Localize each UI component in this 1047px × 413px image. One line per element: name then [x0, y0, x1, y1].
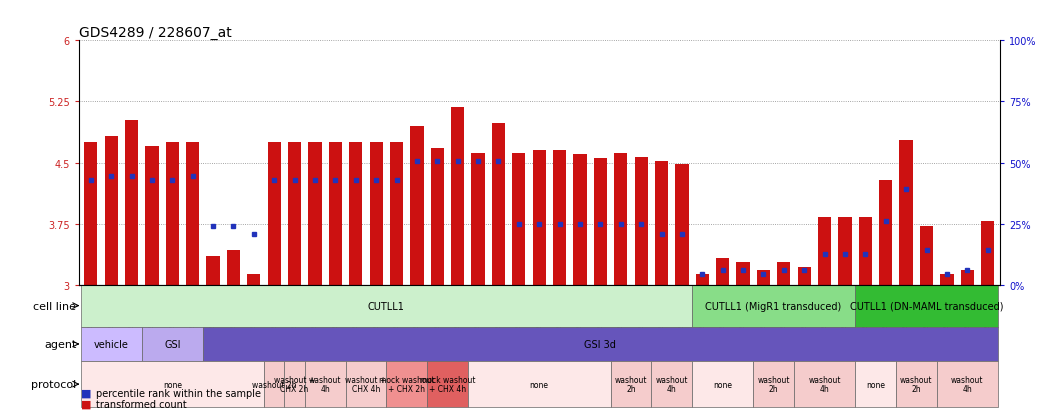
Bar	[634, 157, 648, 285]
Bar	[247, 274, 261, 285]
Text: CUTLL1 (DN-MAML transduced): CUTLL1 (DN-MAML transduced)	[850, 301, 1003, 311]
Bar	[146, 147, 158, 285]
Bar	[264, 361, 285, 407]
Text: none: none	[713, 380, 732, 389]
Bar	[389, 143, 403, 285]
Bar	[920, 226, 933, 285]
Text: washout +
CHX 4h: washout + CHX 4h	[346, 375, 386, 393]
Bar	[165, 143, 179, 285]
Bar	[370, 143, 383, 285]
Bar	[675, 165, 689, 285]
Text: mock washout
+ CHX 2h: mock washout + CHX 2h	[379, 375, 435, 393]
Bar	[899, 140, 913, 285]
Bar	[512, 153, 526, 285]
Text: washout
2h: washout 2h	[900, 375, 933, 393]
Bar	[268, 143, 281, 285]
Bar	[794, 361, 855, 407]
Bar	[777, 262, 790, 285]
Bar	[594, 159, 607, 285]
Bar	[651, 361, 692, 407]
Bar	[186, 143, 199, 285]
Bar	[855, 285, 998, 327]
Bar	[84, 143, 97, 285]
Bar	[427, 361, 468, 407]
Bar	[695, 274, 709, 285]
Text: percentile rank within the sample: percentile rank within the sample	[96, 388, 262, 398]
Bar	[468, 361, 610, 407]
Bar	[288, 143, 302, 285]
Text: washout +
CHX 2h: washout + CHX 2h	[274, 375, 315, 393]
Text: mock washout
+ CHX 4h: mock washout + CHX 4h	[420, 375, 475, 393]
Bar	[692, 285, 855, 327]
Text: none: none	[530, 380, 549, 389]
Bar	[716, 258, 730, 285]
Bar	[141, 327, 203, 361]
Bar	[879, 181, 892, 285]
Bar	[757, 271, 770, 285]
Bar	[961, 271, 974, 285]
Bar	[981, 222, 995, 285]
Bar	[81, 327, 141, 361]
Bar	[451, 108, 464, 285]
Text: washout 2h: washout 2h	[252, 380, 296, 389]
Text: CUTLL1: CUTLL1	[367, 301, 405, 311]
Bar	[615, 153, 627, 285]
Bar	[349, 143, 362, 285]
Bar	[329, 143, 342, 285]
Bar	[285, 361, 305, 407]
Text: transformed count: transformed count	[96, 399, 187, 409]
Text: none: none	[162, 380, 182, 389]
Bar	[839, 218, 851, 285]
Bar	[81, 361, 264, 407]
Bar	[471, 153, 485, 285]
Text: washout
4h: washout 4h	[655, 375, 688, 393]
Text: GSI: GSI	[164, 339, 180, 349]
Bar	[305, 361, 346, 407]
Bar	[105, 137, 117, 285]
Bar	[492, 124, 505, 285]
Text: cell line: cell line	[34, 301, 76, 311]
Bar	[346, 361, 386, 407]
Text: vehicle: vehicle	[93, 339, 129, 349]
Text: ■: ■	[81, 388, 91, 398]
Text: washout
4h: washout 4h	[951, 375, 983, 393]
Bar	[859, 218, 872, 285]
Bar	[855, 361, 896, 407]
Text: GSI 3d: GSI 3d	[584, 339, 617, 349]
Text: protocol: protocol	[31, 379, 76, 389]
Text: CUTLL1 (MigR1 transduced): CUTLL1 (MigR1 transduced)	[706, 301, 842, 311]
Bar	[896, 361, 937, 407]
Text: washout
4h: washout 4h	[309, 375, 341, 393]
Bar	[203, 327, 998, 361]
Bar	[654, 161, 668, 285]
Bar	[818, 218, 831, 285]
Bar	[753, 361, 794, 407]
Bar	[533, 151, 545, 285]
Bar	[937, 361, 998, 407]
Bar	[227, 251, 240, 285]
Bar	[430, 149, 444, 285]
Text: washout
4h: washout 4h	[808, 375, 841, 393]
Text: none: none	[866, 380, 885, 389]
Bar	[553, 151, 566, 285]
Text: ■: ■	[81, 399, 91, 409]
Bar	[125, 121, 138, 285]
Bar	[610, 361, 651, 407]
Bar	[692, 361, 753, 407]
Bar	[798, 267, 810, 285]
Text: GDS4289 / 228607_at: GDS4289 / 228607_at	[79, 26, 231, 40]
Bar	[206, 256, 220, 285]
Bar	[574, 155, 586, 285]
Text: agent: agent	[44, 339, 76, 349]
Bar	[81, 285, 692, 327]
Bar	[386, 361, 427, 407]
Text: washout
2h: washout 2h	[615, 375, 647, 393]
Bar	[736, 262, 750, 285]
Bar	[940, 274, 954, 285]
Text: washout
2h: washout 2h	[757, 375, 789, 393]
Bar	[410, 126, 424, 285]
Bar	[309, 143, 321, 285]
